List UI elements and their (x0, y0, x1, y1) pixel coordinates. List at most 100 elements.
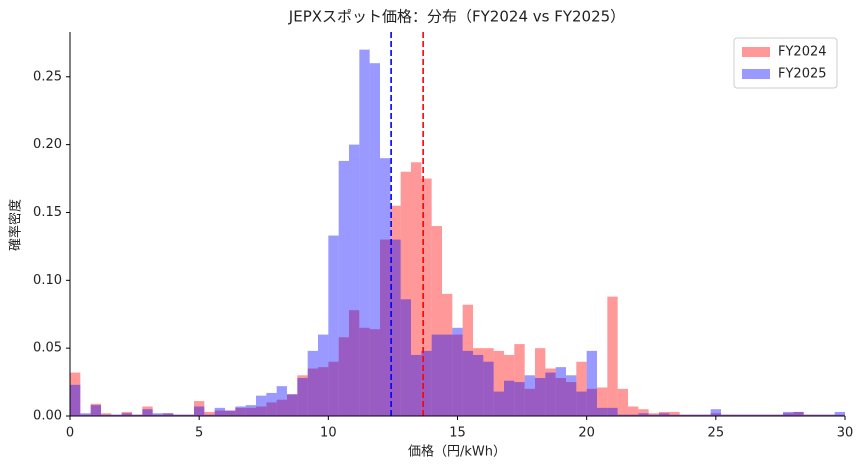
bar (214, 410, 225, 416)
bar (710, 413, 721, 416)
bar (545, 368, 556, 416)
bar (235, 406, 246, 416)
bar (101, 413, 112, 416)
bar (359, 327, 370, 416)
legend-label: FY2025 (778, 67, 827, 82)
bar (256, 395, 267, 416)
bar (493, 391, 504, 416)
bar (524, 375, 535, 416)
bar (194, 401, 205, 416)
bar (814, 414, 825, 416)
bar (783, 413, 794, 416)
bar (834, 414, 845, 416)
bar (132, 414, 143, 416)
bar (152, 414, 163, 416)
bar (338, 160, 349, 416)
bar (814, 414, 825, 416)
bar (452, 334, 463, 416)
series-bars (70, 49, 845, 417)
bar (555, 378, 566, 416)
legend-label: FY2024 (778, 45, 827, 60)
bar (411, 162, 422, 416)
bar (473, 354, 484, 416)
bar (504, 380, 515, 416)
bar (287, 394, 298, 416)
bar (276, 386, 287, 416)
x-axis-label: 価格（円/kWh） (408, 444, 506, 460)
bar (121, 413, 132, 416)
bar (700, 414, 711, 416)
bar (380, 158, 391, 417)
bar (576, 361, 587, 416)
bar (442, 293, 453, 416)
bar (752, 414, 763, 416)
bar (741, 414, 752, 416)
y-tick-label: 0.20 (33, 137, 62, 152)
legend-swatch (742, 69, 770, 79)
bar (80, 413, 91, 416)
bar (597, 387, 608, 416)
bar (70, 372, 81, 416)
bar (514, 382, 525, 416)
bar (772, 414, 783, 416)
bar (607, 407, 618, 416)
bar (504, 354, 515, 416)
bar (638, 409, 649, 416)
bar (90, 405, 101, 416)
bar (318, 367, 329, 416)
bar (607, 296, 618, 416)
bar (380, 239, 391, 416)
bar (328, 235, 339, 416)
bar (163, 413, 174, 416)
bar (349, 144, 360, 417)
bar (555, 367, 566, 416)
bar (421, 350, 432, 416)
bar (173, 414, 184, 416)
bar (803, 414, 814, 416)
bar (194, 406, 205, 416)
bar (803, 414, 814, 416)
x-tick-label: 25 (708, 426, 725, 441)
bar (173, 414, 184, 416)
bar (400, 171, 411, 416)
bar (328, 361, 339, 416)
bar (204, 414, 215, 416)
series-bars (70, 162, 845, 416)
bar (617, 388, 628, 416)
bar (369, 329, 380, 416)
bar (338, 337, 349, 416)
bar (762, 414, 773, 416)
bar (731, 414, 742, 416)
bar (535, 348, 546, 416)
bar (473, 348, 484, 416)
bar (597, 407, 608, 416)
bar (101, 414, 112, 416)
bar (700, 414, 711, 416)
bar (741, 414, 752, 416)
chart-title: JEPXスポット価格：分布（FY2024 vs FY2025） (288, 8, 625, 26)
bar (132, 414, 143, 416)
bar (421, 178, 432, 416)
bar (690, 414, 701, 416)
x-tick-label: 0 (66, 426, 74, 441)
bar (638, 413, 649, 416)
bar (287, 394, 298, 416)
bar (483, 348, 494, 416)
bar (297, 375, 308, 416)
bar (648, 413, 659, 416)
bar (431, 334, 442, 416)
bar (824, 414, 835, 416)
bar (369, 63, 380, 416)
bar (70, 384, 81, 416)
bar (183, 414, 194, 416)
bar (545, 372, 556, 416)
bar (628, 406, 639, 416)
bar (80, 414, 91, 416)
bar (225, 410, 236, 416)
bar (721, 414, 732, 416)
bar (390, 239, 401, 416)
x-tick-label: 20 (578, 426, 595, 441)
bar (431, 226, 442, 416)
bar (710, 409, 721, 416)
bar (669, 411, 680, 416)
